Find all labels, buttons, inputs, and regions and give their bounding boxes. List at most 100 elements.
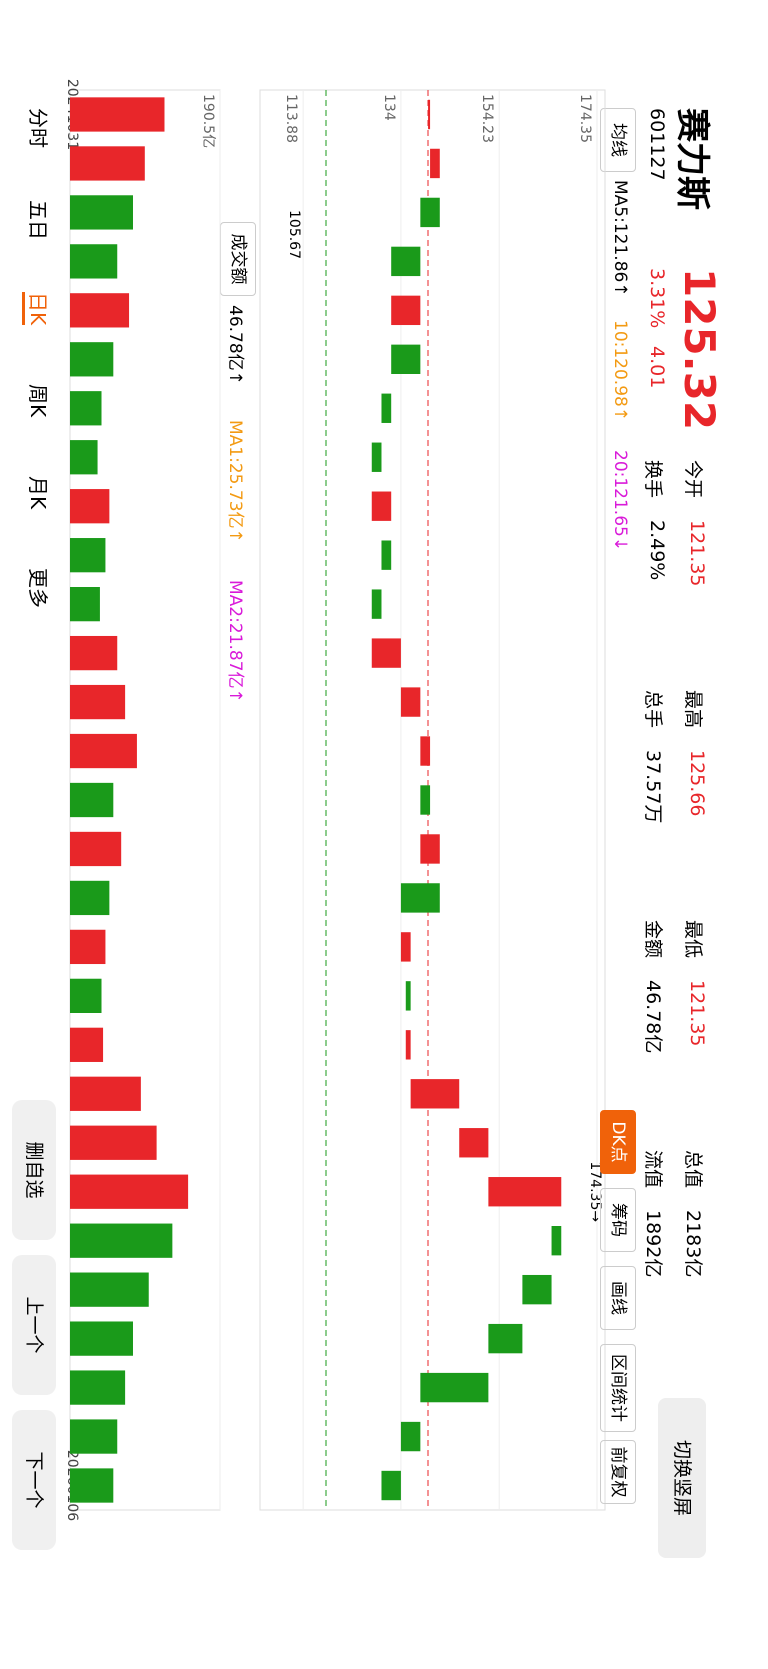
- volume-bar: [69, 880, 110, 916]
- volume-bar: [69, 929, 106, 965]
- volume-bar: [69, 391, 102, 426]
- stat-label: 最低: [682, 920, 704, 959]
- candle: [488, 1177, 562, 1207]
- candle: [420, 1372, 489, 1403]
- tool-button[interactable]: 筹码: [600, 1188, 636, 1252]
- stat-label: 最高: [682, 690, 704, 729]
- stat-value: 121.35: [686, 520, 708, 587]
- candle: [381, 393, 392, 423]
- stat-value: 1892亿: [642, 1210, 664, 1278]
- volume-ma1: MA1:25.73亿↑: [225, 420, 245, 543]
- candle: [405, 981, 411, 1011]
- action-button[interactable]: 上一个: [12, 1255, 56, 1395]
- ma20: 20:121.65↓: [610, 450, 630, 552]
- candle: [381, 540, 392, 570]
- volume-bar: [70, 1076, 141, 1111]
- volume-bar: [70, 440, 98, 475]
- stat-label: 流值: [642, 1150, 664, 1189]
- candle: [420, 834, 440, 864]
- nav-tab[interactable]: 分时: [26, 108, 50, 148]
- volume-select[interactable]: 成交额: [220, 222, 256, 296]
- stat-value: 46.78亿: [642, 980, 664, 1054]
- y-tick-label: 174.35: [577, 94, 593, 143]
- volume-bar: [69, 1468, 114, 1503]
- stat-label: 总手: [642, 690, 664, 729]
- y-tick-label: 113.88: [283, 94, 299, 143]
- nav-tab[interactable]: 月K: [26, 476, 50, 510]
- action-button[interactable]: 下一个: [12, 1410, 56, 1550]
- volume-amount: 46.78亿↑: [225, 305, 245, 385]
- candle: [371, 442, 382, 472]
- candle: [400, 1421, 421, 1452]
- candle: [381, 1470, 401, 1501]
- volume-bar: [70, 733, 137, 769]
- volume-bar: [70, 1125, 157, 1160]
- switch-button[interactable]: 切换竖屏: [658, 1398, 706, 1558]
- ma-select[interactable]: 均线: [600, 108, 636, 172]
- volume-bar: [70, 1321, 133, 1356]
- price: 125.32: [675, 268, 724, 431]
- volume-bar: [69, 978, 102, 1013]
- y-tick-label: 154.23: [479, 94, 495, 143]
- nav-tab[interactable]: 日K: [22, 292, 54, 326]
- volume-bar: [69, 342, 114, 377]
- volume-bar: [70, 146, 145, 181]
- volume-bar: [69, 489, 110, 524]
- candle: [459, 1128, 489, 1158]
- stock-code: 601127: [646, 108, 668, 181]
- action-button[interactable]: 删自选: [12, 1100, 56, 1240]
- y-tick-label: 134: [381, 94, 397, 121]
- candle: [391, 295, 421, 326]
- volume-bar: [69, 244, 118, 279]
- candle: [522, 1274, 552, 1305]
- volume-bar: [70, 195, 133, 230]
- volume-frame: [69, 89, 221, 1511]
- volume-bar: [69, 1174, 189, 1209]
- price-frame: [259, 89, 606, 1511]
- change-pct: 3.31%: [646, 268, 668, 329]
- candle: [430, 148, 440, 179]
- stat-label: 换手: [642, 460, 664, 499]
- volume-bar: [69, 538, 106, 573]
- candle: [420, 785, 431, 815]
- candle: [371, 589, 382, 619]
- volume-ma2: MA2:21.87亿↑: [225, 580, 245, 703]
- candle: [488, 1323, 523, 1354]
- volume-bar: [70, 1272, 149, 1307]
- ma10: 10:120.98↑: [610, 320, 630, 422]
- stock-name: 赛力斯: [672, 108, 712, 210]
- candle: [400, 687, 421, 717]
- nav-tab[interactable]: 更多: [26, 568, 50, 608]
- ma5: MA5:121.86↑: [610, 180, 630, 297]
- nav-tab[interactable]: 五日: [26, 200, 50, 240]
- volume-bar: [69, 831, 122, 867]
- candle: [420, 736, 431, 766]
- candle: [405, 1030, 411, 1060]
- volume-bar: [69, 97, 165, 132]
- stat-label: 今开: [682, 460, 704, 499]
- tool-button[interactable]: DK点: [600, 1110, 636, 1174]
- stat-value: 37.57万: [642, 750, 664, 824]
- volume-bar: [69, 1223, 173, 1258]
- stat-label: 金额: [642, 920, 664, 959]
- tool-button[interactable]: 区间统计: [600, 1344, 636, 1432]
- volume-bar: [70, 587, 100, 622]
- tool-button[interactable]: 画线: [600, 1266, 636, 1330]
- low-marker: 105.67: [286, 210, 302, 259]
- candle: [420, 197, 440, 228]
- nav-tab[interactable]: 周K: [26, 384, 50, 418]
- candle: [410, 1079, 460, 1109]
- tool-button[interactable]: 前复权: [600, 1440, 636, 1504]
- volume-bar: [69, 1419, 118, 1454]
- candle: [400, 932, 411, 962]
- volume-bar: [69, 635, 118, 671]
- stat-label: 总值: [682, 1150, 704, 1189]
- volume-bar: [69, 293, 130, 328]
- candle: [391, 344, 421, 375]
- candle: [371, 491, 392, 521]
- x-tick-label: 20241031: [64, 79, 80, 150]
- x-tick-label: 20260106: [64, 1450, 80, 1521]
